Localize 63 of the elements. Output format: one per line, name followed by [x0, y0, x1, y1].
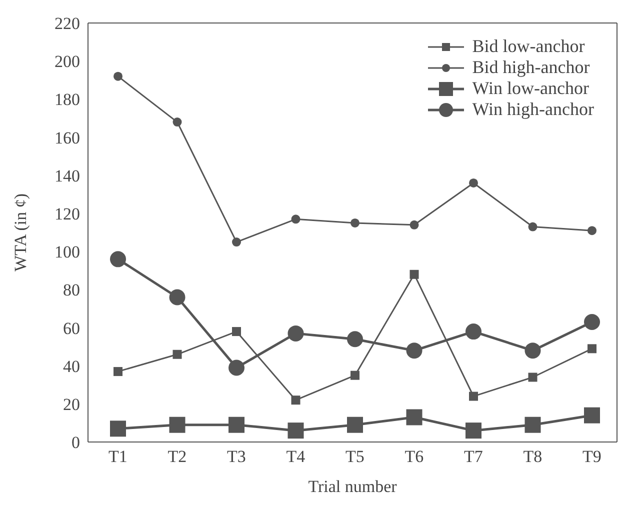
- y-tick-label: 220: [54, 14, 80, 34]
- x-tick-label: T2: [168, 447, 187, 466]
- point: [347, 416, 363, 433]
- point: [350, 370, 360, 380]
- y-tick-label: 100: [54, 242, 80, 262]
- y-tick-label: 80: [63, 280, 80, 300]
- point: [524, 416, 541, 433]
- x-tick-label: T3: [227, 447, 246, 466]
- point: [528, 222, 538, 232]
- x-tick-label: T7: [464, 447, 484, 466]
- point: [291, 396, 300, 405]
- point: [584, 314, 600, 330]
- point: [469, 392, 478, 401]
- point: [288, 325, 304, 342]
- x-tick-label: T4: [286, 447, 306, 466]
- point: [291, 214, 300, 224]
- point: [169, 289, 186, 306]
- point: [410, 270, 419, 279]
- point: [469, 178, 478, 188]
- point: [528, 372, 538, 382]
- point: [110, 251, 126, 268]
- point: [410, 220, 419, 230]
- y-tick-label: 180: [54, 90, 80, 110]
- point: [584, 407, 600, 424]
- y-tick-label: 20: [63, 394, 80, 414]
- point: [588, 344, 596, 354]
- x-tick-label: T9: [582, 447, 602, 466]
- legend-label: Win high-anchor: [472, 99, 594, 120]
- y-tick-label: 140: [54, 166, 80, 186]
- y-tick-label: 40: [63, 356, 80, 376]
- point: [232, 327, 241, 336]
- point: [524, 342, 541, 359]
- y-tick-label: 200: [54, 52, 80, 72]
- y-axis-title: WTA (in ¢): [11, 194, 30, 272]
- point: [406, 342, 422, 359]
- x-axis-title: Trial number: [308, 477, 398, 496]
- y-tick-label: 0: [72, 433, 80, 452]
- legend-label: Bid low-anchor: [472, 36, 585, 57]
- point: [114, 72, 122, 81]
- point: [169, 416, 186, 433]
- legend-label: Win low-anchor: [472, 78, 589, 99]
- point: [172, 350, 182, 359]
- point: [406, 409, 422, 426]
- point: [228, 360, 244, 376]
- point: [466, 422, 482, 439]
- point: [588, 226, 596, 236]
- point: [228, 416, 244, 433]
- y-tick-label: 60: [63, 318, 80, 338]
- x-tick-label: T6: [404, 447, 424, 466]
- point: [288, 422, 304, 439]
- point: [466, 324, 482, 340]
- legend-label: Bid high-anchor: [472, 57, 590, 78]
- point: [232, 238, 241, 247]
- point: [114, 367, 122, 376]
- point: [347, 331, 363, 348]
- x-tick-label: T1: [108, 447, 128, 466]
- y-tick-label: 120: [54, 204, 80, 224]
- x-tick-label: T5: [346, 447, 364, 466]
- point: [350, 218, 360, 228]
- point: [172, 118, 182, 127]
- point: [110, 420, 126, 437]
- y-tick-label: 160: [54, 128, 80, 148]
- x-tick-label: T8: [523, 447, 542, 466]
